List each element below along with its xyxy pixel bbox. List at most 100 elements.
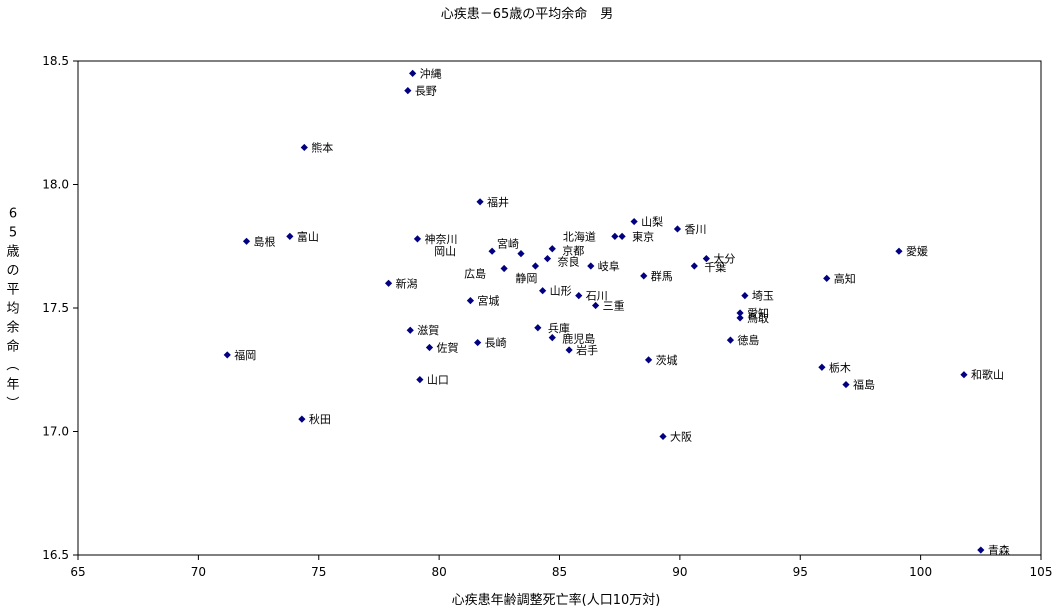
point-label: 佐賀: [436, 341, 458, 355]
point-label: 北海道: [563, 229, 596, 243]
x-tick-label: 90: [672, 565, 687, 579]
data-point: [404, 87, 412, 95]
y-axis-label-char: ）: [4, 396, 19, 409]
data-point: [534, 324, 542, 332]
y-axis-label: 6 5 歳の平均余命 （ 年 ）: [4, 207, 20, 410]
y-axis-label-char: 6: [9, 207, 17, 222]
data-point: [286, 232, 294, 240]
y-axis-label-char: の: [6, 264, 19, 279]
point-label: 鹿児島: [562, 332, 595, 346]
point-label: 富山: [297, 229, 319, 243]
data-point: [500, 264, 508, 273]
y-tick-label: 18.5: [42, 54, 69, 68]
point-label: 兵庫: [548, 321, 570, 335]
point-label: 熊本: [311, 140, 333, 154]
data-point: [895, 247, 903, 255]
point-label: 和歌山: [971, 368, 1004, 382]
point-label: 福井: [487, 195, 509, 209]
point-label: 栃木: [829, 360, 851, 374]
point-label: 香川: [684, 223, 706, 236]
data-point: [587, 262, 595, 270]
data-point: [702, 255, 710, 263]
data-point: [416, 376, 424, 384]
y-axis-label-char: 5: [9, 226, 17, 241]
point-label: 福島: [853, 378, 875, 392]
data-point: [384, 279, 393, 287]
data-point: [242, 237, 251, 245]
y-tick-label: 16.5: [42, 548, 69, 562]
y-axis-label-char: 年: [6, 378, 19, 393]
data-point: [630, 217, 638, 226]
point-label: 鳥取: [747, 311, 769, 325]
x-tick-label: 80: [431, 565, 446, 579]
data-point: [592, 301, 600, 310]
data-point: [488, 247, 496, 255]
point-label: 高知: [834, 271, 856, 285]
point-label: 秋田: [309, 412, 331, 426]
data-point: [413, 235, 422, 243]
data-point: [960, 371, 968, 379]
data-point: [842, 380, 850, 389]
data-point: [565, 346, 573, 354]
y-axis-label-char: 平: [6, 283, 19, 298]
point-label: 徳島: [737, 333, 759, 347]
point-label: 滋賀: [417, 324, 439, 337]
point-label: 島根: [254, 234, 276, 248]
data-point: [531, 262, 540, 270]
x-tick-label: 65: [70, 565, 85, 579]
point-label: 大阪: [670, 429, 692, 443]
point-label: 岡山: [434, 245, 456, 258]
data-point: [409, 69, 417, 77]
data-point: [618, 232, 626, 240]
data-point: [640, 272, 648, 280]
data-point: [823, 274, 831, 282]
data-point: [476, 198, 484, 206]
data-point: [611, 232, 619, 240]
point-label: 新潟: [396, 276, 418, 290]
data-point: [298, 415, 306, 423]
data-point: [425, 343, 434, 352]
y-axis: 16.5 17.0 17.5 18.0 18.5: [42, 54, 78, 562]
x-tick-label: 95: [793, 565, 808, 579]
data-point: [818, 363, 826, 371]
point-label: 茨城: [656, 353, 678, 367]
point-label: 山梨: [641, 215, 663, 229]
point-label: 三重: [603, 299, 625, 313]
y-tick-label: 17.5: [42, 301, 69, 315]
data-point: [659, 432, 667, 441]
data-point: [741, 292, 749, 300]
point-label: 宮城: [477, 294, 499, 308]
y-axis-label-char: 命: [6, 339, 19, 355]
data-point: [977, 546, 985, 554]
point-label: 大分: [713, 252, 735, 266]
point-label: 神奈川: [424, 232, 457, 246]
x-axis-label: 心疾患年齢調整死亡率(人口10万対): [452, 592, 661, 608]
point-label: 群馬: [651, 269, 673, 283]
point-label: 長野: [415, 85, 437, 98]
y-axis-label-char: 歳: [6, 245, 19, 260]
data-point: [548, 245, 556, 253]
data-point: [548, 334, 556, 342]
point-label: 岐阜: [598, 260, 620, 273]
data-point: [690, 262, 698, 270]
y-tick-label: 17.0: [42, 425, 69, 439]
point-label: 静岡: [515, 271, 537, 285]
point-label: 山口: [427, 374, 449, 387]
point-label: 福岡: [234, 348, 256, 362]
x-tick-label: 105: [1030, 565, 1053, 579]
data-point: [726, 336, 735, 344]
point-label: 青森: [988, 543, 1010, 557]
point-label: 京都: [562, 244, 584, 258]
data-point: [406, 326, 414, 334]
x-axis: 65 70 75 80 85 90 95 100 105: [70, 555, 1052, 579]
point-label: 長崎: [485, 336, 507, 350]
point-label: 愛知: [747, 306, 769, 320]
data-point: [517, 250, 525, 258]
x-tick-label: 75: [311, 565, 326, 579]
point-label: 広島: [464, 266, 486, 280]
y-axis-label-char: （: [4, 358, 19, 371]
data-point: [466, 296, 475, 305]
data-point: [736, 309, 744, 317]
